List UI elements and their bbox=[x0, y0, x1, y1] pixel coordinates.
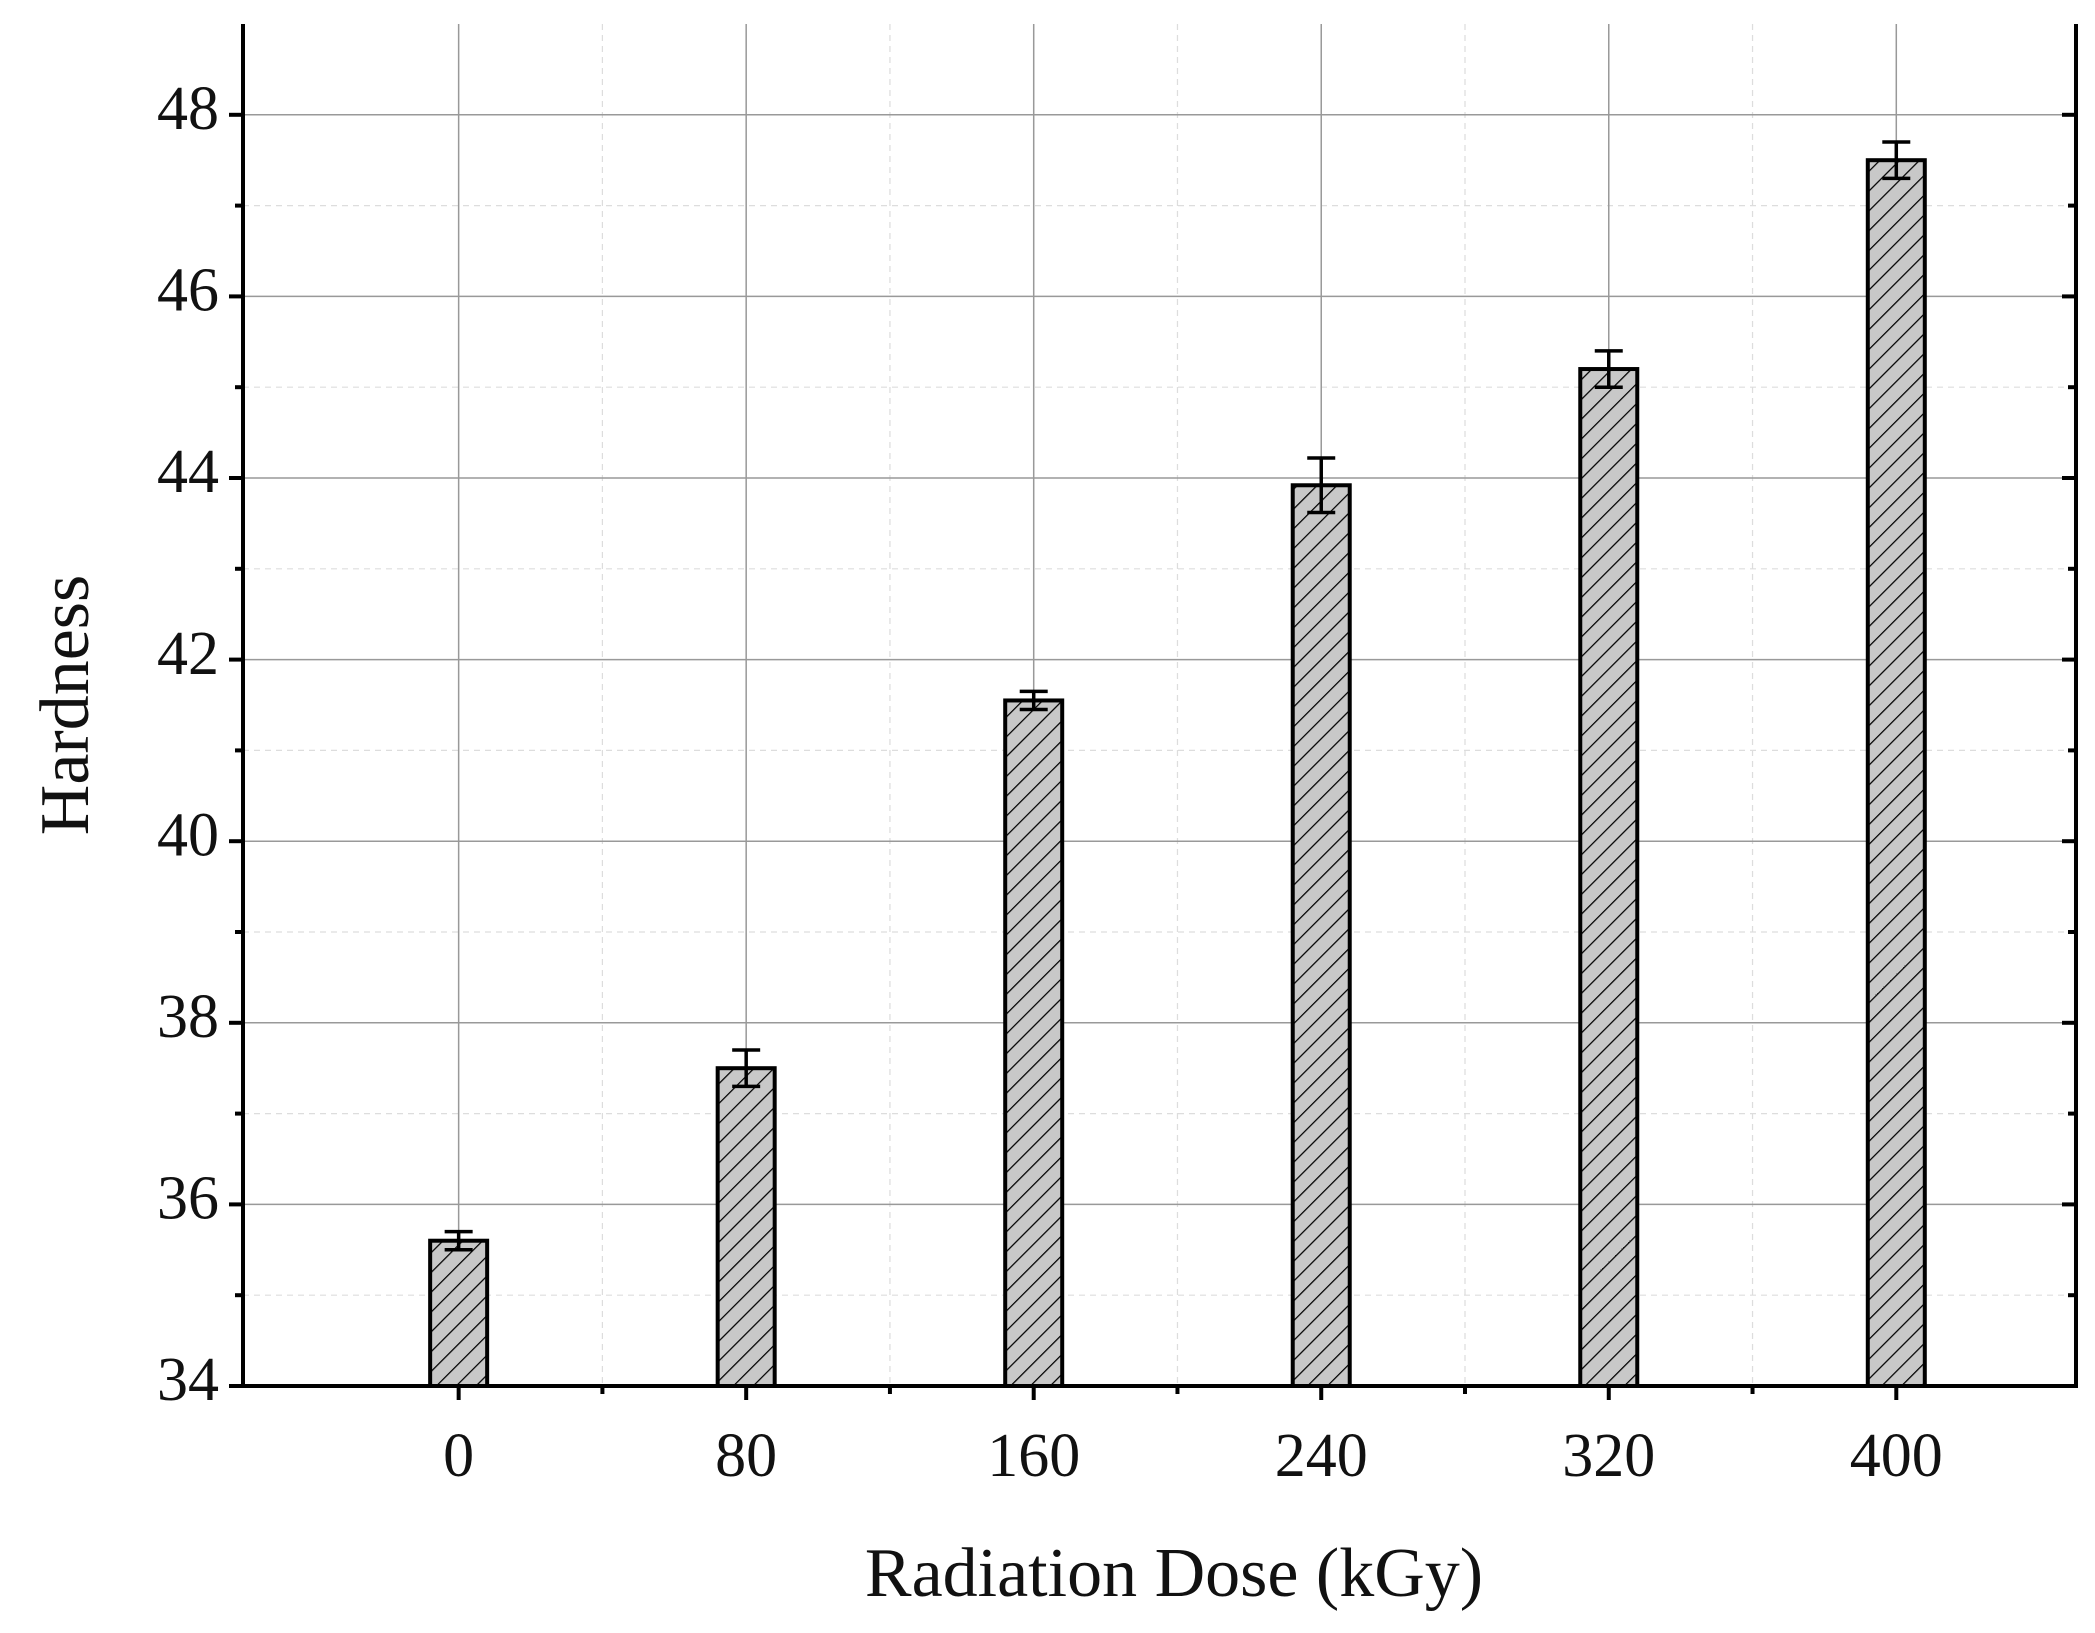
axis-frame bbox=[241, 24, 2078, 1388]
y-tick-label: 48 bbox=[157, 75, 219, 143]
bar bbox=[1003, 698, 1065, 1388]
bar bbox=[1578, 367, 1640, 1389]
y-tick-label: 34 bbox=[157, 1346, 219, 1414]
y-tick-label: 46 bbox=[157, 257, 219, 325]
y-tick-label: 42 bbox=[157, 620, 219, 688]
x-tick-label: 240 bbox=[1275, 1422, 1368, 1490]
y-tick-label: 44 bbox=[157, 438, 219, 506]
y-tick-label: 40 bbox=[157, 801, 219, 869]
x-tick-label: 160 bbox=[987, 1422, 1080, 1490]
bar bbox=[1290, 483, 1352, 1389]
x-tick-label: 80 bbox=[715, 1422, 777, 1490]
x-axis-title: Radiation Dose (kGy) bbox=[865, 1535, 1483, 1612]
y-tick-label: 36 bbox=[157, 1165, 219, 1233]
bar bbox=[428, 1238, 490, 1388]
y-tick-label: 38 bbox=[157, 983, 219, 1051]
bar bbox=[1865, 158, 1927, 1389]
x-tick-label: 0 bbox=[443, 1422, 474, 1490]
x-tick-label: 400 bbox=[1850, 1422, 1943, 1490]
y-axis-title: Hardness bbox=[27, 575, 104, 835]
bar bbox=[715, 1066, 777, 1388]
x-tick-label: 320 bbox=[1562, 1422, 1655, 1490]
